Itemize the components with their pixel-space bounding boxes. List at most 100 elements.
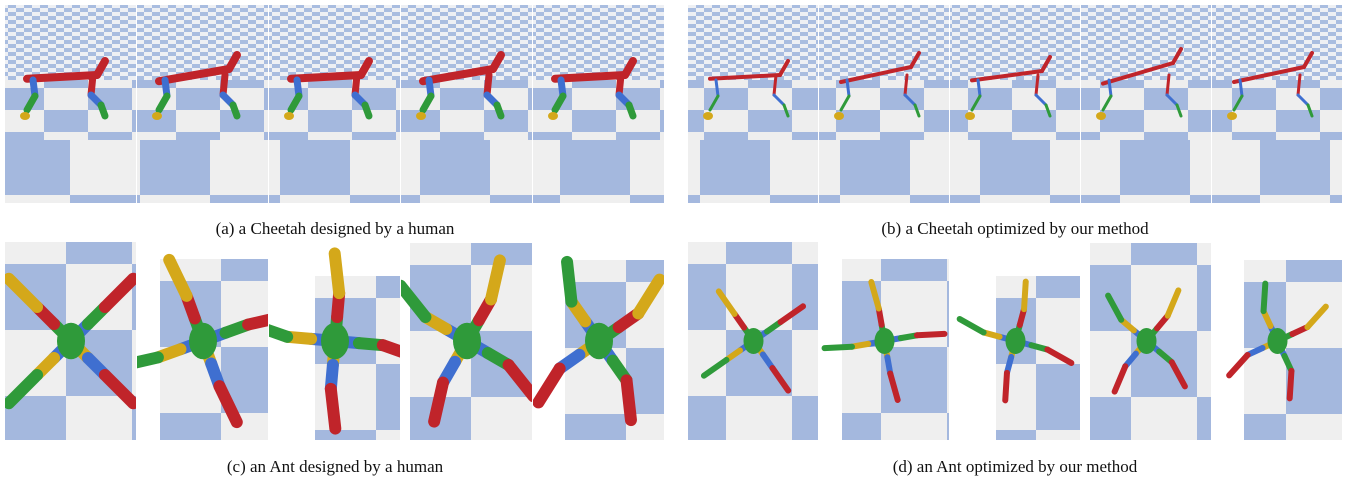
foot [416,112,426,120]
floor [565,260,697,458]
torso [585,323,613,359]
torso [1268,328,1288,354]
limb [1298,75,1300,95]
sky-floor [269,5,401,80]
limb [1036,75,1038,95]
floor [1244,260,1347,458]
limb [716,80,718,96]
floor [5,140,137,203]
limb [1167,75,1169,95]
floor [688,140,819,203]
limb [567,262,571,302]
caption: (a) a Cheetah designed by a human [216,219,455,238]
foot [1096,112,1106,120]
torso [875,328,895,354]
floor [950,80,1081,140]
limb [1264,284,1266,311]
floor [688,80,819,140]
foot [20,112,30,120]
limb [629,105,633,116]
foot [284,112,294,120]
floor [269,140,401,203]
limb [917,334,944,335]
foot [152,112,162,120]
frame [688,5,819,203]
limb [627,380,631,420]
foot [703,112,713,120]
frame [1212,5,1343,203]
foot [548,112,558,120]
frame [819,5,950,203]
floor [1081,140,1212,203]
frame [269,5,401,203]
frame [401,5,533,203]
torso [189,323,217,359]
foot [834,112,844,120]
sky-floor [533,5,665,80]
limb [847,80,849,96]
frame [533,5,665,203]
torso [1137,328,1157,354]
frame [538,260,697,458]
torso [57,323,85,359]
frame [5,5,137,203]
floor [819,80,950,140]
caption: (d) an Ant optimized by our method [893,457,1138,476]
limb [555,75,625,79]
sky-floor [5,5,137,80]
frame [825,259,973,457]
sky-floor [819,5,950,80]
sky-floor [137,5,269,80]
torso [453,323,481,359]
torso [1006,328,1026,354]
limb [291,75,361,79]
limb [365,105,369,116]
sky-floor [401,5,533,80]
frame [1081,5,1212,203]
frame [137,5,269,203]
limb [1024,282,1026,309]
sky-floor [1212,5,1343,80]
limb [1109,80,1111,96]
floor [1212,140,1343,203]
limb [233,105,237,116]
limb [1290,371,1292,398]
torso [744,328,764,354]
floor [401,140,533,203]
floor [1212,80,1343,140]
frames [5,5,1347,474]
limb [978,80,980,96]
frame [688,242,819,440]
limb [331,389,335,429]
limb [774,75,776,95]
torso [321,323,349,359]
foot [1227,112,1237,120]
frame [1090,243,1221,441]
foot [965,112,975,120]
caption: (c) an Ant designed by a human [227,457,444,476]
floor [819,140,950,203]
caption: (b) a Cheetah optimized by our method [881,219,1149,238]
limb [1005,373,1007,400]
frame [950,5,1081,203]
figure: (a) a Cheetah designed by a human (b) a … [0,0,1347,480]
limb [538,369,559,403]
limb [1240,80,1242,96]
limb [825,347,852,348]
limb [27,75,97,79]
limb [960,319,984,332]
sky-floor [688,5,819,80]
frame [1229,260,1347,458]
limb [335,253,339,293]
floor [950,140,1081,203]
limb [905,75,907,95]
frame [119,259,292,457]
frame [5,242,137,440]
frame [401,243,542,441]
floor [842,259,973,457]
floor [137,140,269,203]
sky-floor [950,5,1081,80]
limb [497,105,501,116]
floor [1081,80,1212,140]
floor [533,140,665,203]
